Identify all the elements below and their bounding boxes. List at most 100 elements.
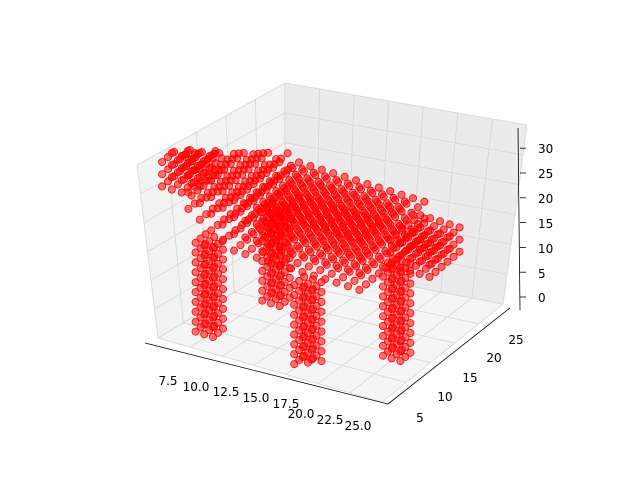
scatter-point (332, 245, 341, 254)
scatter-point (252, 236, 261, 245)
scatter-point (312, 351, 321, 360)
scatter-point (347, 203, 356, 212)
scatter-point (317, 347, 326, 356)
z-tick-label: 0 (538, 291, 546, 305)
scatter-point (264, 257, 273, 266)
scatter-point (378, 292, 387, 301)
scatter-point (443, 233, 452, 242)
scatter-point (425, 248, 434, 257)
x-tick-label: 22.5 (317, 413, 344, 427)
scatter-point (244, 165, 253, 174)
scatter-point (213, 279, 222, 288)
scatter-point (321, 241, 330, 250)
scatter-point (238, 170, 247, 179)
scatter-point (167, 185, 176, 194)
scatter-point (218, 294, 227, 303)
z-tick-label: 5 (538, 267, 546, 281)
scatter-point (167, 161, 176, 170)
scatter-point (205, 237, 214, 246)
scatter-point (429, 222, 438, 231)
scatter-point (433, 230, 442, 239)
scatter-point (283, 190, 292, 199)
scatter-point (257, 154, 266, 163)
scatter-point (290, 185, 299, 194)
scatter-point (286, 230, 295, 239)
scatter-point (268, 163, 277, 172)
scatter-point (361, 263, 370, 272)
scatter-point (317, 357, 326, 366)
scatter-point (413, 219, 422, 228)
scatter-point (187, 155, 196, 164)
scatter-point (275, 301, 284, 310)
scatter-point (213, 318, 222, 327)
scatter-point (361, 280, 370, 289)
scatter-point (298, 343, 307, 352)
scatter-point (236, 241, 245, 250)
scatter-point (201, 230, 210, 239)
scatter-point (353, 197, 362, 206)
scatter-point (396, 287, 405, 296)
scatter-point (200, 320, 209, 329)
scatter-point (298, 283, 307, 292)
scatter-point (208, 263, 217, 272)
scatter-point (401, 273, 410, 282)
scatter-point (307, 286, 316, 295)
y-tick-label: 15 (462, 371, 477, 385)
scatter-point (387, 225, 396, 234)
scatter-point (241, 216, 250, 225)
scatter-point (191, 258, 200, 267)
scatter-point (378, 282, 387, 291)
scatter-point (200, 310, 209, 319)
scatter-point (218, 203, 227, 212)
scatter-point (278, 181, 287, 190)
scatter-point (317, 165, 326, 174)
scatter-point (259, 231, 268, 240)
scatter-point (191, 297, 200, 306)
scatter-point (431, 267, 440, 276)
scatter-point (293, 242, 302, 251)
scatter-point (285, 273, 294, 282)
scatter-point (396, 327, 405, 336)
scatter-point (191, 288, 200, 297)
scatter-point (343, 265, 352, 274)
grid-line-back (284, 82, 528, 126)
scatter-point (229, 246, 238, 255)
scatter-point (266, 279, 275, 288)
scatter-point (294, 158, 303, 167)
scatter-point (401, 303, 410, 312)
scatter-point (378, 331, 387, 340)
scatter-point (158, 158, 167, 167)
scatter-point (241, 199, 250, 208)
scatter-point (342, 194, 351, 203)
scatter-point (437, 238, 446, 247)
scatter-point (241, 233, 250, 242)
scatter-point (406, 259, 415, 268)
scatter-point (387, 258, 396, 267)
scatter-point (350, 243, 359, 252)
scatter-point (210, 232, 219, 241)
scatter-point (327, 252, 336, 261)
scatter-point (193, 174, 202, 183)
scatter-point (332, 228, 341, 237)
scatter-point (411, 237, 420, 246)
x-tick-label: 25.0 (345, 419, 372, 433)
scatter-point (394, 253, 403, 262)
scatter-point (309, 254, 318, 263)
scatter-point (387, 275, 396, 284)
scatter-point (231, 176, 240, 185)
scatter-point (218, 265, 227, 274)
scatter-point (425, 272, 434, 281)
scatter-point (282, 205, 291, 214)
x-tick-label: 15.0 (243, 391, 270, 405)
scatter-point (273, 172, 282, 181)
scatter-point (286, 247, 295, 256)
scatter-point (260, 183, 269, 192)
scatter-point (415, 245, 424, 254)
scatter-point (332, 261, 341, 270)
z-tick-label: 25 (538, 167, 553, 181)
scatter-point (208, 273, 217, 282)
scatter-point (290, 300, 299, 309)
scatter-point (431, 243, 440, 252)
scatter-point (213, 289, 222, 298)
scatter-point (358, 206, 367, 215)
